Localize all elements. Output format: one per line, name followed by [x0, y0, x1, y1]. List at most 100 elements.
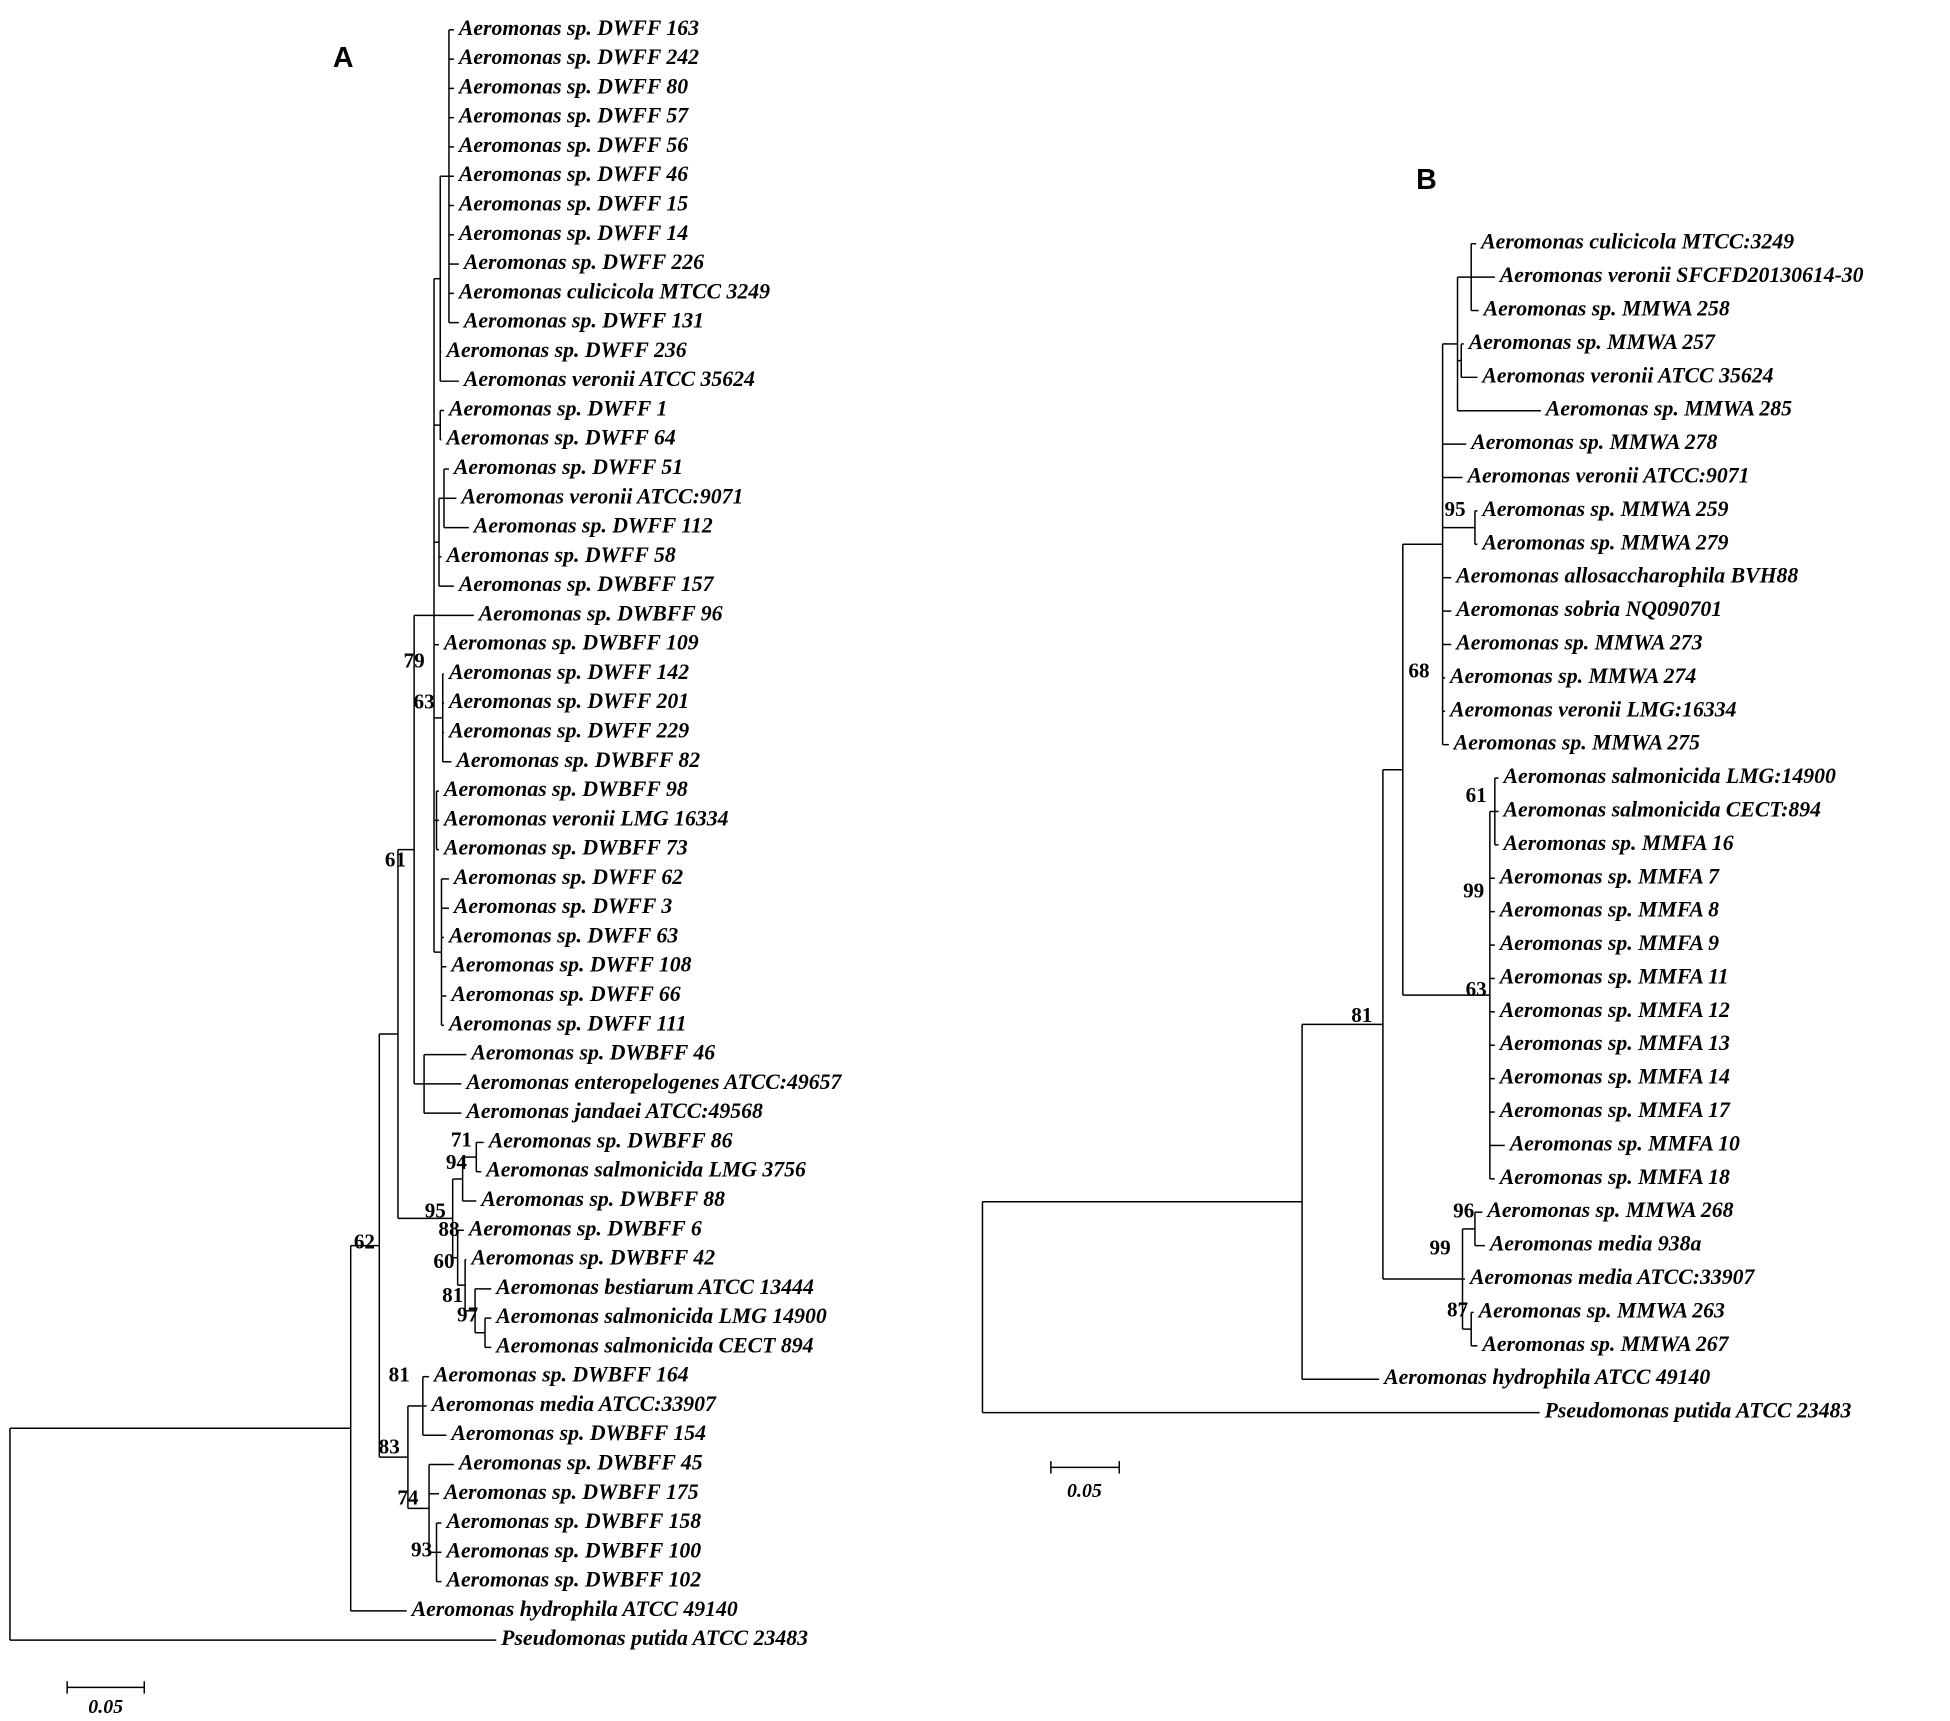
taxon-label: Aeromonas sp. MMFA 17	[1498, 1098, 1731, 1122]
bootstrap-value: 63	[1466, 977, 1487, 1001]
taxon-label: Aeromonas sp. DWBFF 154	[449, 1421, 706, 1445]
taxon-label: Aeromonas veronii LMG:16334	[1448, 697, 1737, 721]
taxon-label: Aeromonas veronii ATCC 35624	[1480, 363, 1773, 387]
taxon-label: Aeromonas sp. DWBFF 86	[487, 1128, 733, 1152]
taxon-label: Aeromonas sp. DWFF 66	[449, 982, 680, 1006]
taxon-label: Aeromonas sp. MMWA 285	[1544, 397, 1792, 421]
taxon-label: Aeromonas enteropelogenes ATCC:49657	[464, 1070, 842, 1094]
taxon-label: Aeromonas sobria NQ090701	[1454, 597, 1722, 621]
taxon-label: Aeromonas sp. DWBFF 82	[454, 748, 700, 772]
taxon-label: Aeromonas sp. MMWA 279	[1480, 530, 1728, 554]
taxon-label: Aeromonas sp. MMFA 7	[1498, 864, 1720, 888]
bootstrap-value: 81	[389, 1362, 410, 1386]
taxon-label: Aeromonas sp. MMFA 16	[1502, 831, 1734, 855]
taxon-label: Aeromonas sp. DWFF 108	[449, 953, 691, 977]
taxon-label: Aeromonas jandaei ATCC:49568	[464, 1099, 763, 1123]
taxon-label: Aeromonas sp. DWFF 56	[457, 133, 688, 157]
taxon-label: Aeromonas veronii SFCFD20130614-30	[1498, 263, 1864, 287]
bootstrap-value: 94	[446, 1150, 468, 1174]
taxon-label: Aeromonas sp. MMWA 268	[1485, 1198, 1733, 1222]
taxon-label: Aeromonas sp. DWBFF 42	[469, 1246, 715, 1270]
taxon-label: Aeromonas culicicola MTCC 3249	[457, 279, 770, 303]
taxon-label: Aeromonas sp. MMWA 263	[1477, 1298, 1725, 1322]
taxon-label: Aeromonas sp. DWFF 15	[457, 192, 688, 216]
bootstrap-value: 61	[385, 848, 406, 872]
taxon-label: Aeromonas sp. DWFF 111	[447, 1011, 687, 1035]
bootstrap-value: 95	[1444, 497, 1465, 521]
taxon-label: Aeromonas media ATCC:33907	[430, 1392, 718, 1416]
taxon-label: Aeromonas sp. DWFF 64	[444, 426, 675, 450]
taxon-label: Aeromonas sp. MMWA 258	[1482, 297, 1730, 321]
taxon-label: Aeromonas sp. DWFF 229	[447, 719, 689, 743]
bootstrap-value: 81	[442, 1283, 463, 1307]
taxon-label: Aeromonas sp. DWFF 226	[462, 250, 704, 274]
taxon-label: Aeromonas sp. DWBFF 98	[442, 777, 688, 801]
taxon-label: Aeromonas allosaccharophila BVH88	[1454, 564, 1798, 588]
taxon-label: Aeromonas bestiarum ATCC 13444	[494, 1275, 814, 1299]
taxon-label: Aeromonas sp. DWFF 242	[457, 45, 699, 69]
taxon-label: Aeromonas sp. DWFF 236	[444, 338, 686, 362]
scale-label: 0.05	[88, 1696, 123, 1718]
taxon-label: Aeromonas sp. DWFF 112	[472, 514, 713, 538]
taxon-label: Aeromonas sp. DWFF 80	[457, 74, 688, 98]
scale-label: 0.05	[1067, 1480, 1102, 1502]
taxon-label: Aeromonas sp. DWBFF 157	[457, 572, 715, 596]
taxon-label: Aeromonas sp. DWFF 201	[447, 689, 689, 713]
taxon-label: Aeromonas media 938a	[1488, 1232, 1702, 1256]
taxon-label: Aeromonas sp. MMWA 257	[1467, 330, 1716, 354]
taxon-label: Aeromonas sp. DWFF 3	[452, 894, 672, 918]
taxon-label: Aeromonas sp. DWBFF 102	[444, 1568, 701, 1592]
taxon-label: Aeromonas sp. MMFA 10	[1508, 1131, 1740, 1155]
taxon-label: Aeromonas sp. DWBFF 175	[442, 1480, 699, 1504]
taxon-label: Aeromonas sp. DWFF 142	[447, 660, 689, 684]
taxon-label: Aeromonas veronii LMG 16334	[442, 806, 729, 830]
bootstrap-value: 95	[425, 1198, 446, 1222]
taxon-label: Aeromonas sp. MMWA 273	[1454, 630, 1702, 654]
taxon-label: Aeromonas salmonicida LMG 14900	[494, 1304, 827, 1328]
bootstrap-value: 79	[404, 649, 425, 673]
taxon-label: Aeromonas salmonicida CECT:894	[1502, 797, 1822, 821]
taxon-label: Aeromonas salmonicida CECT 894	[494, 1333, 813, 1357]
bootstrap-value: 99	[1463, 879, 1484, 903]
bootstrap-value: 71	[451, 1127, 472, 1151]
taxon-label: Aeromonas sp. MMFA 9	[1498, 931, 1719, 955]
taxon-label: Aeromonas sp. MMWA 259	[1480, 497, 1728, 521]
bootstrap-value: 60	[433, 1249, 454, 1273]
taxon-label: Aeromonas sp. DWBFF 88	[479, 1187, 725, 1211]
bootstrap-value: 68	[1408, 659, 1429, 683]
taxon-label: Aeromonas sp. DWBFF 96	[477, 601, 723, 625]
bootstrap-value: 87	[1447, 1298, 1469, 1322]
taxon-label: Aeromonas sp. DWFF 1	[447, 396, 667, 420]
taxon-label: Aeromonas sp. MMWA 278	[1469, 430, 1717, 454]
taxon-label: Aeromonas veronii ATCC 35624	[462, 367, 755, 391]
taxon-label: Aeromonas sp. DWFF 51	[452, 455, 683, 479]
bootstrap-value: 99	[1430, 1236, 1451, 1260]
bootstrap-value: 83	[379, 1435, 400, 1459]
taxon-label: Aeromonas sp. DWFF 46	[457, 162, 688, 186]
taxon-label: Aeromonas sp. DWBFF 6	[467, 1216, 702, 1240]
taxon-label: Aeromonas sp. MMFA 11	[1498, 964, 1729, 988]
taxon-label: Aeromonas sp. MMWA 275	[1452, 731, 1700, 755]
taxon-label: Aeromonas sp. DWFF 58	[444, 543, 675, 567]
taxon-label: Aeromonas sp. MMFA 12	[1498, 998, 1730, 1022]
taxon-label: Aeromonas sp. DWBFF 100	[444, 1538, 701, 1562]
taxon-label: Pseudomonas putida ATCC 23483	[1544, 1399, 1852, 1423]
bootstrap-value: 74	[397, 1486, 419, 1510]
bootstrap-value: 93	[411, 1538, 432, 1562]
taxon-label: Aeromonas sp. MMWA 267	[1480, 1332, 1729, 1356]
bootstrap-value: 88	[438, 1217, 459, 1241]
taxon-label: Aeromonas sp. MMFA 13	[1498, 1031, 1730, 1055]
taxon-label: Aeromonas sp. MMWA 274	[1448, 664, 1696, 688]
taxon-label: Aeromonas sp. MMFA 8	[1498, 898, 1719, 922]
bootstrap-value: 97	[457, 1303, 479, 1327]
taxon-label: Aeromonas sp. DWFF 57	[457, 104, 689, 128]
taxon-label: Aeromonas salmonicida LMG:14900	[1502, 764, 1836, 788]
taxon-label: Aeromonas sp. DWBFF 46	[469, 1041, 715, 1065]
taxon-label: Aeromonas media ATCC:33907	[1468, 1265, 1756, 1289]
taxon-label: Aeromonas sp. DWBFF 73	[442, 836, 688, 860]
bootstrap-value: 61	[1466, 783, 1487, 807]
taxon-label: Aeromonas sp. DWFF 63	[447, 923, 678, 947]
taxon-label: Aeromonas sp. DWFF 62	[452, 865, 683, 889]
taxon-label: Aeromonas sp. MMFA 14	[1498, 1065, 1730, 1089]
